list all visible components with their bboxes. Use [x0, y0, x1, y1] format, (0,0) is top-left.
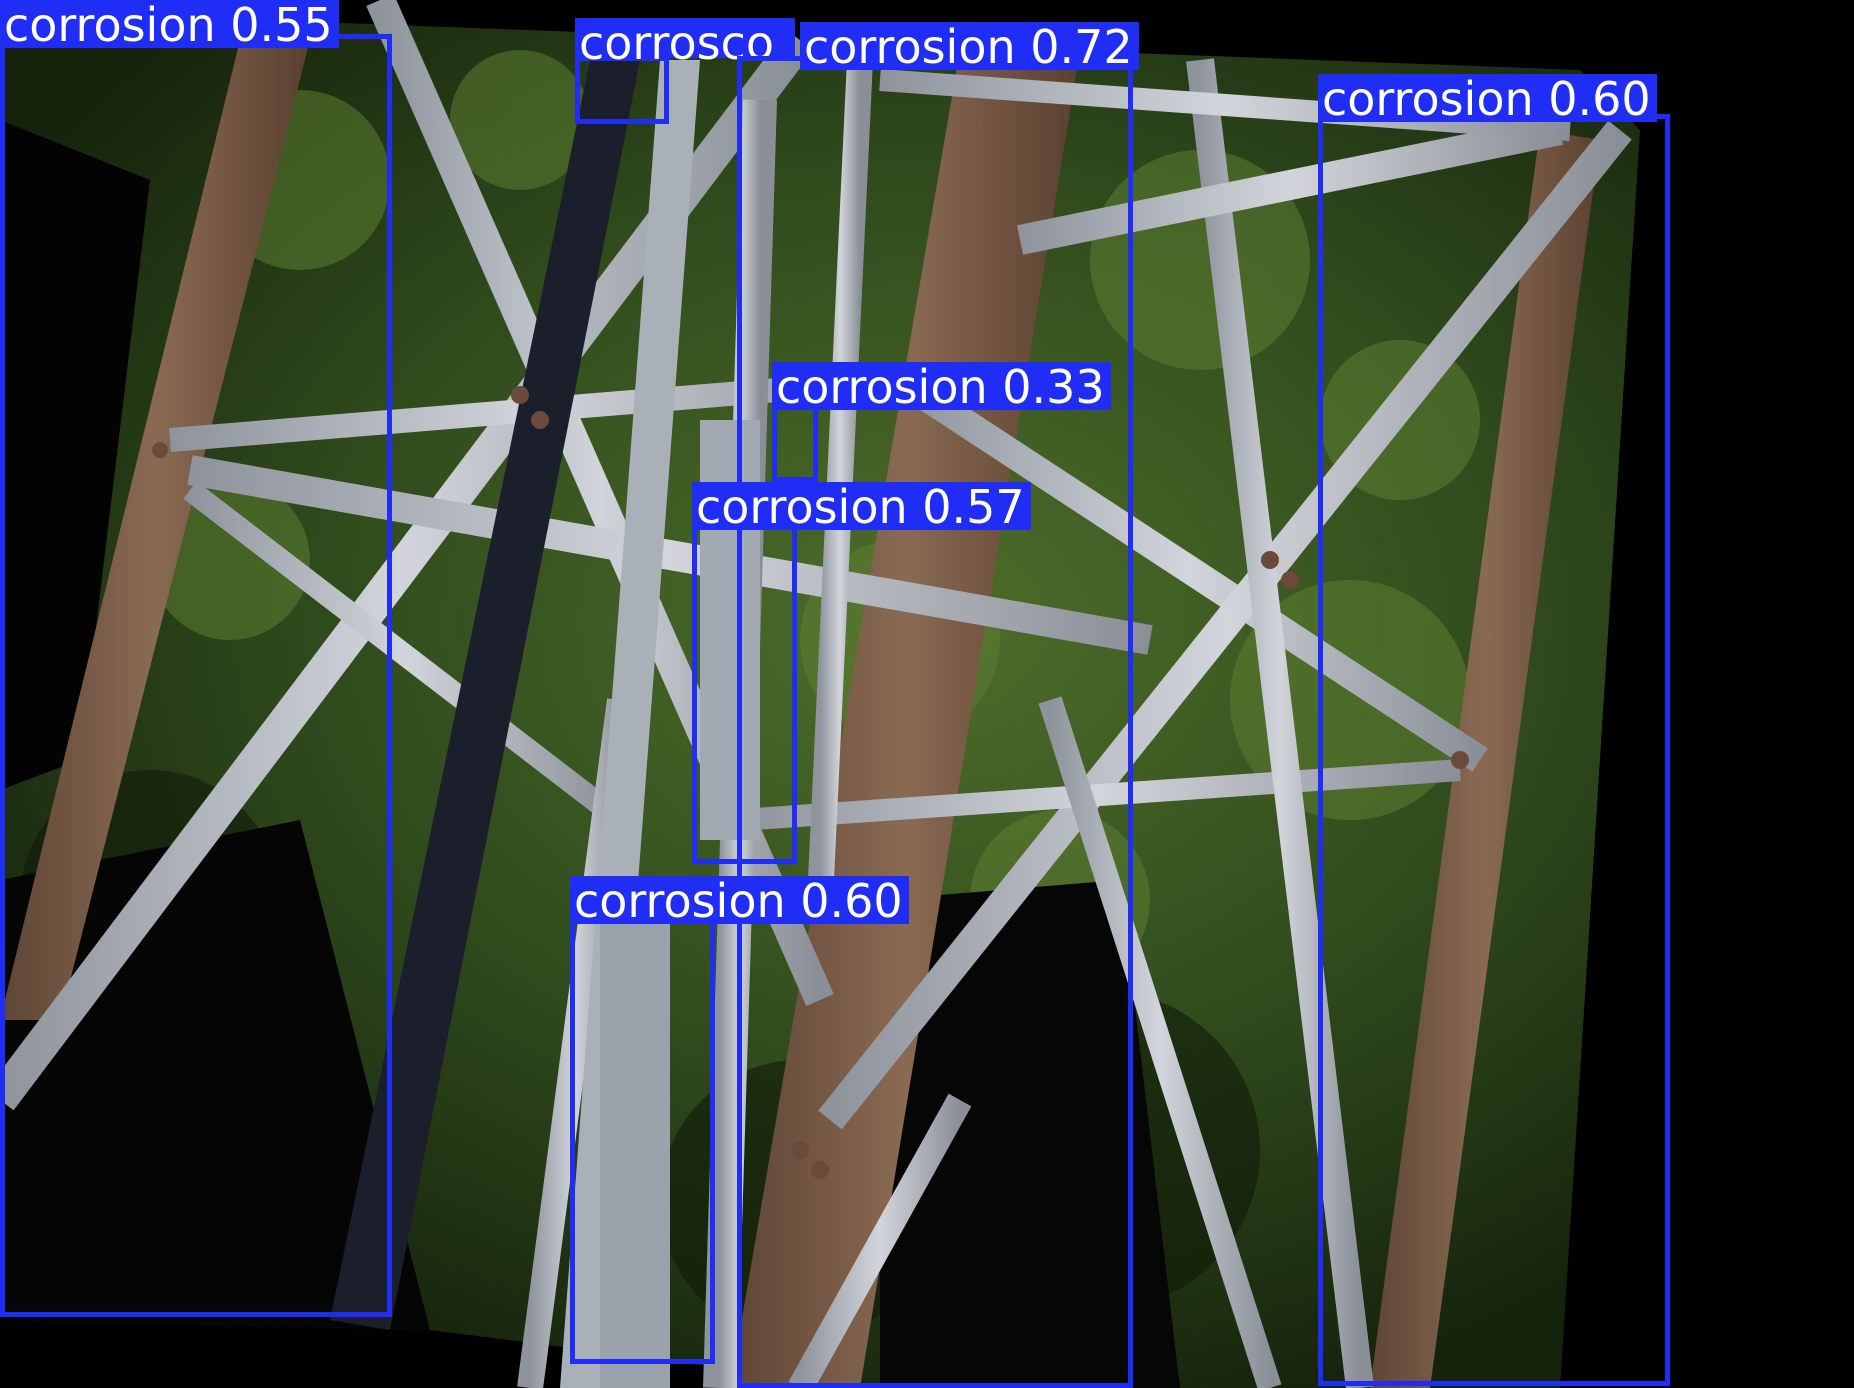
- detection-label: corrosion 0.33: [772, 362, 1111, 410]
- detection-label: corrosion 0.57: [692, 482, 1031, 530]
- bolts: [152, 386, 1469, 1179]
- detection-box-corrosion: [575, 56, 669, 124]
- detection-box-corrosion: [772, 402, 818, 482]
- detection-label: corrosion 0.72: [800, 22, 1139, 70]
- detection-box-corrosion: [692, 522, 797, 864]
- detection-label: corrosion 0.60: [570, 876, 909, 924]
- detection-label: corrosion 0.55: [0, 0, 339, 48]
- detection-box-corrosion: [1318, 114, 1670, 1386]
- detection-label: corrosco: [575, 18, 795, 66]
- detection-box-corrosion: [570, 916, 715, 1364]
- detection-label: corrosion 0.60: [1318, 74, 1657, 122]
- vertical-pipes: [330, 60, 760, 1388]
- detection-box-corrosion: [0, 34, 392, 1317]
